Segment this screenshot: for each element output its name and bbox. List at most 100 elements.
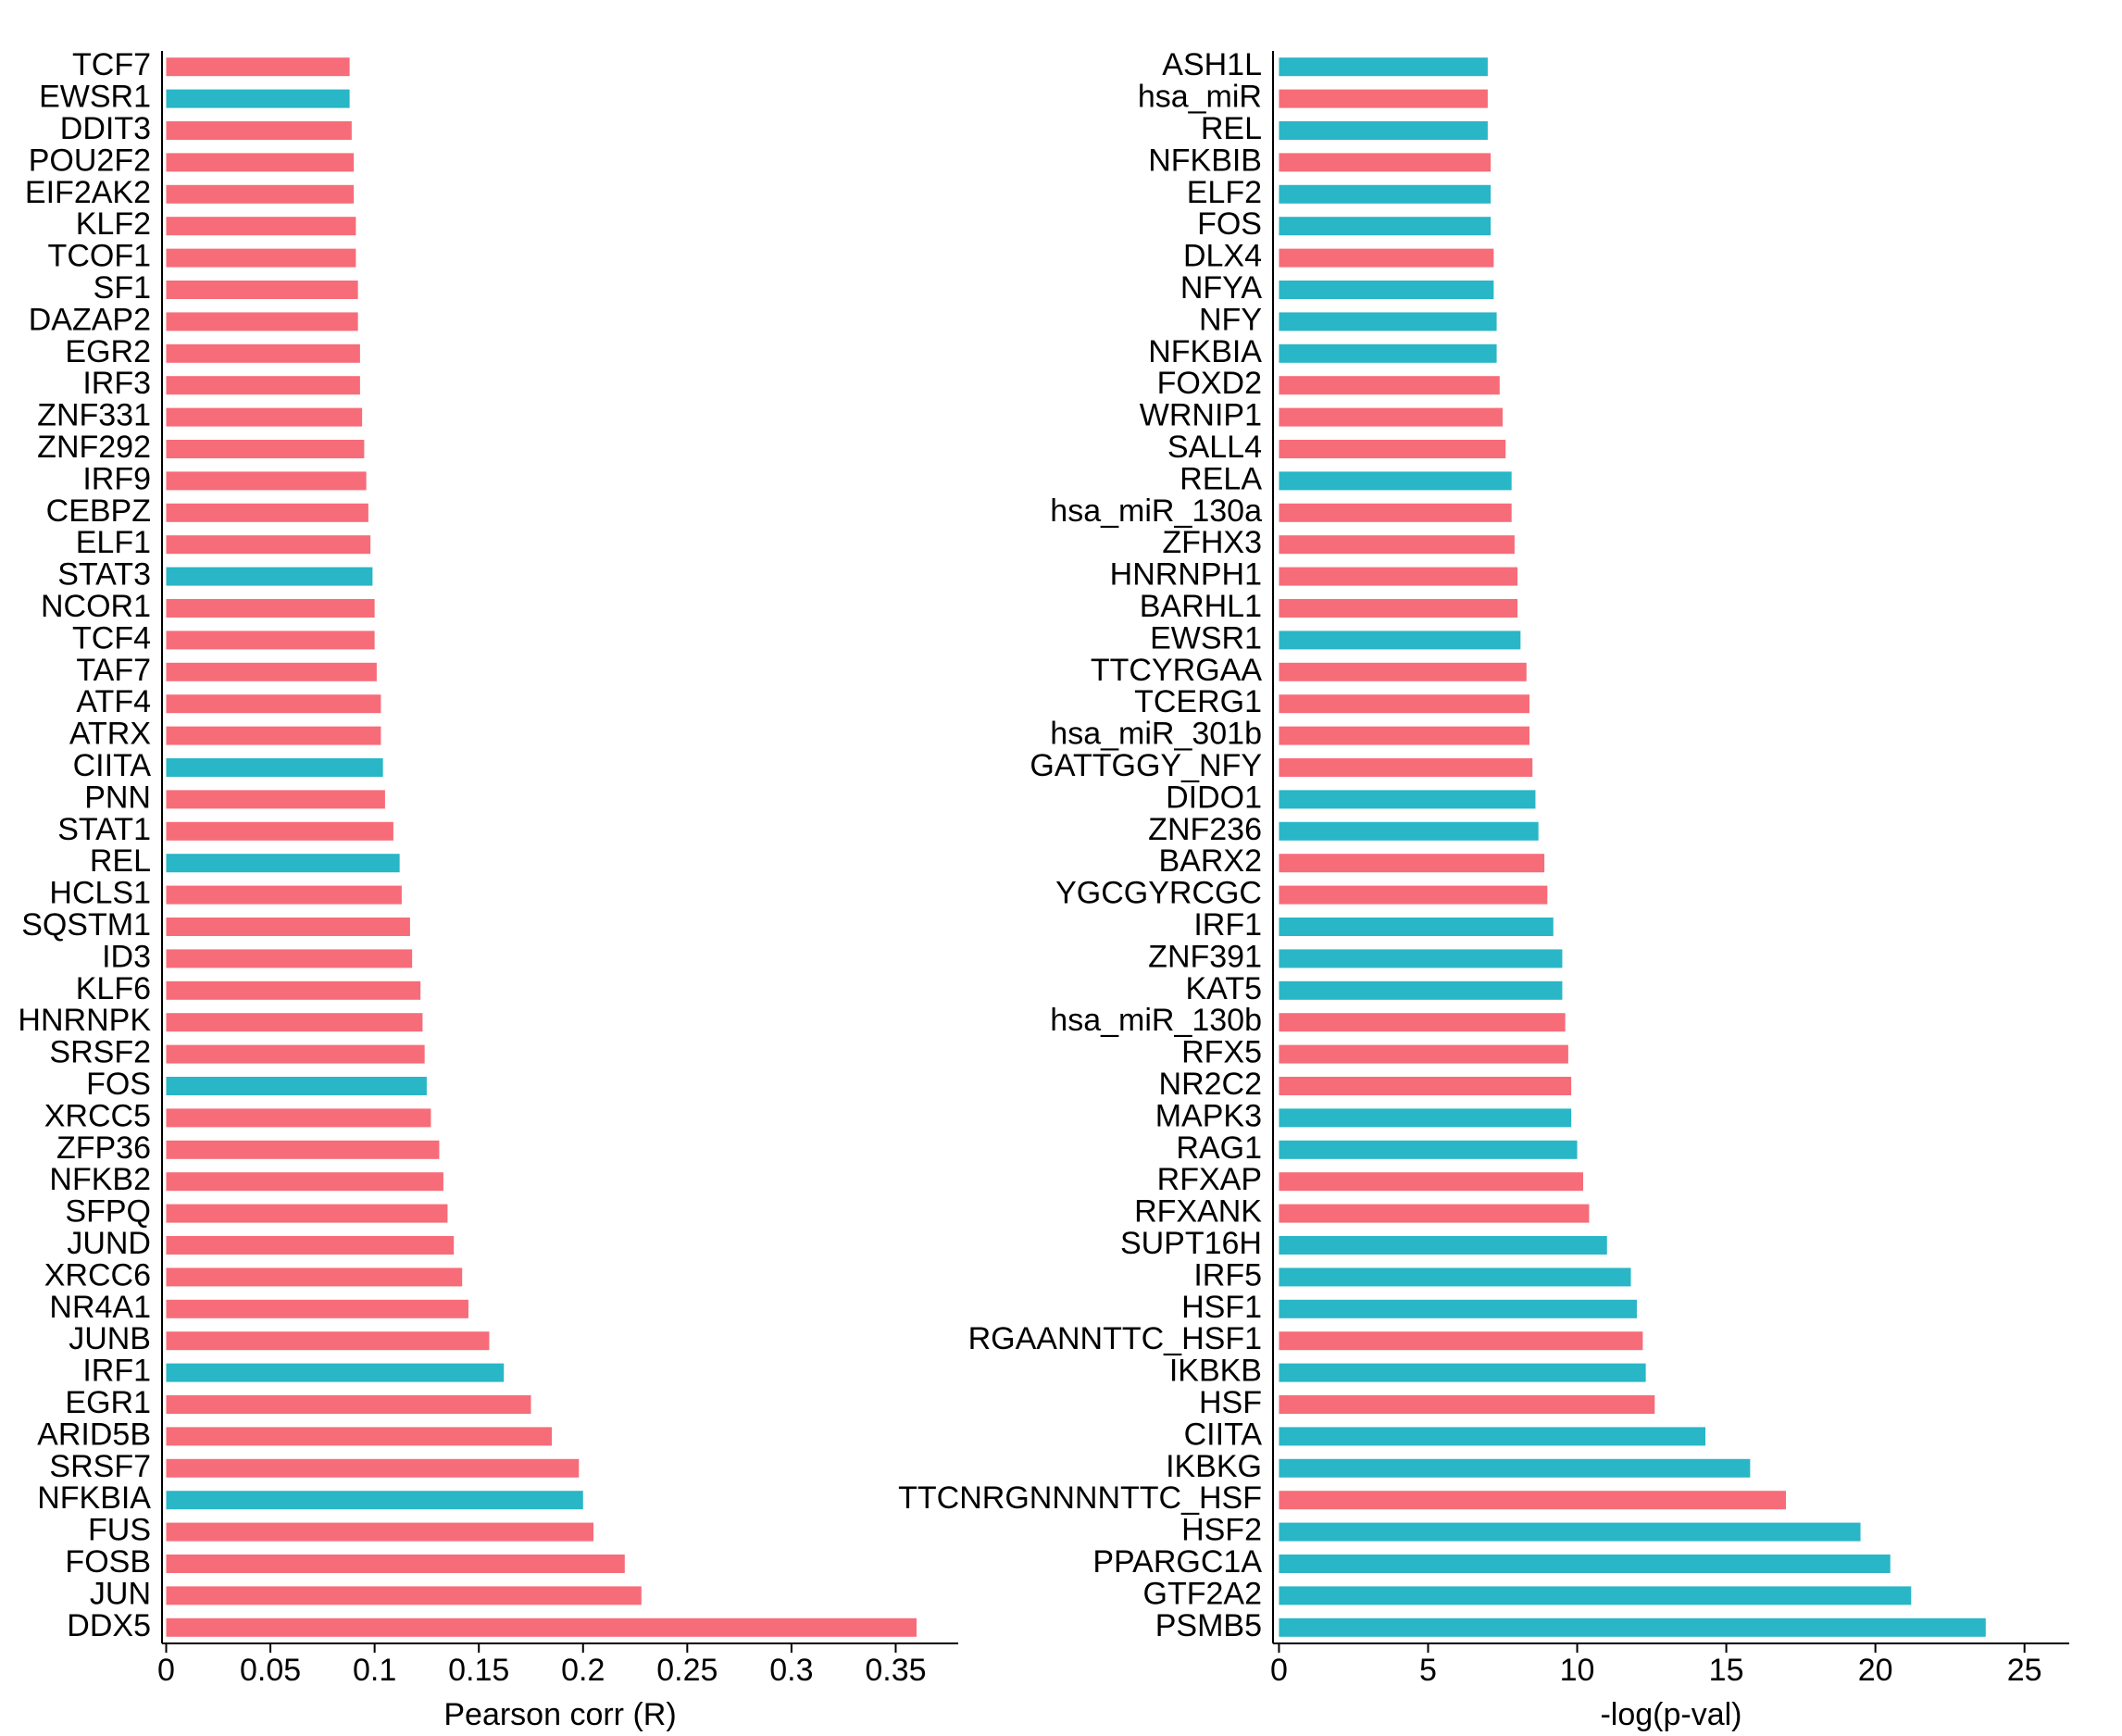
row-label: CIITA: [1184, 1417, 1263, 1452]
row-label: TCF4: [72, 620, 151, 656]
row-label: HSF: [1199, 1385, 1262, 1420]
bar: [1279, 1586, 1911, 1605]
bar: [1279, 440, 1505, 458]
row-label: IRF1: [82, 1354, 151, 1389]
bar: [1279, 249, 1493, 268]
x-tick-label: 0.05: [240, 1653, 301, 1688]
row-label: SFPQ: [65, 1194, 151, 1230]
bar: [167, 854, 400, 872]
bar: [1279, 631, 1520, 649]
bar: [1279, 408, 1503, 427]
bar: [167, 1108, 431, 1127]
row-label: WRNIP1: [1140, 398, 1262, 433]
row-label: DDIT3: [60, 111, 151, 146]
bar: [1279, 1459, 1750, 1478]
bar: [167, 1459, 580, 1478]
bar: [167, 631, 375, 649]
row-label: RFXANK: [1134, 1194, 1262, 1230]
row-label: KAT5: [1185, 971, 1262, 1006]
bar: [167, 153, 355, 171]
chart-pearson: TCF7EWSR1DDIT3POU2F2EIF2AK2KLF2TCOF1SF1D…: [18, 47, 958, 1732]
bar: [1279, 504, 1511, 522]
bar: [167, 1236, 455, 1255]
row-label: HNRNPH1: [1110, 557, 1262, 593]
bar: [1279, 1523, 1860, 1542]
row-label: hsa_miR_301b: [1050, 717, 1262, 752]
bar: [167, 694, 381, 713]
row-label: BARX2: [1159, 843, 1263, 879]
bar: [167, 1172, 443, 1191]
bar: [1279, 1013, 1565, 1031]
figure-stage: TCF7EWSR1DDIT3POU2F2EIF2AK2KLF2TCOF1SF1D…: [0, 0, 2122, 1736]
row-label: SRSF2: [49, 1035, 151, 1070]
row-label: TTCNRGNNNNTTC_HSF: [898, 1480, 1262, 1516]
row-label: HSF2: [1181, 1513, 1262, 1548]
bar: [167, 1268, 463, 1286]
row-label: GTF2A2: [1143, 1576, 1262, 1611]
bar: [1279, 1618, 1985, 1637]
bar: [1279, 918, 1553, 936]
bar: [167, 1045, 425, 1064]
bar: [167, 408, 363, 427]
bar: [1279, 121, 1487, 140]
bar: [167, 249, 356, 268]
bar: [1279, 217, 1491, 235]
bar: [1279, 1236, 1606, 1255]
bar: [1279, 1268, 1630, 1286]
bar: [167, 504, 368, 522]
row-label: ATF4: [76, 684, 151, 719]
bar: [167, 185, 355, 204]
row-label: XRCC5: [44, 1098, 151, 1133]
row-label: hsa_miR: [1138, 80, 1262, 115]
row-label: HNRNPK: [18, 1003, 151, 1038]
row-label: IRF5: [1193, 1257, 1262, 1293]
bar: [167, 1491, 583, 1509]
bar: [1279, 568, 1517, 586]
row-label: ZNF391: [1148, 939, 1262, 974]
row-label: RFXAP: [1157, 1162, 1262, 1197]
bar: [1279, 535, 1514, 554]
bar: [1279, 1364, 1645, 1382]
row-label: DLX4: [1183, 239, 1262, 274]
x-tick-label: 10: [1560, 1653, 1595, 1688]
row-label: EIF2AK2: [25, 175, 151, 210]
bar: [1279, 1331, 1642, 1350]
row-label: ZNF331: [37, 398, 151, 433]
row-label: ID3: [102, 939, 151, 974]
row-label: EGR1: [65, 1385, 151, 1420]
row-label: NFKB2: [49, 1162, 151, 1197]
bar: [1279, 949, 1562, 968]
row-label: TTCYRGAA: [1091, 653, 1262, 688]
bar: [167, 758, 383, 777]
bar: [1279, 185, 1491, 204]
row-label: NFKBIA: [37, 1480, 151, 1516]
bar: [167, 440, 365, 458]
bar: [167, 312, 358, 331]
bar: [1279, 1427, 1705, 1445]
x-tick-label: 0.2: [561, 1653, 605, 1688]
row-label: SUPT16H: [1120, 1226, 1262, 1261]
bar: [167, 1618, 917, 1637]
row-label: GATTGGY_NFY: [1030, 748, 1262, 783]
bar: [1279, 1491, 1786, 1509]
row-label: TCOF1: [48, 239, 151, 274]
row-label: RELA: [1180, 461, 1262, 496]
bar: [1279, 1555, 1890, 1573]
x-tick-label: 20: [1858, 1653, 1893, 1688]
row-label: NFKBIB: [1148, 143, 1262, 178]
x-axis-label: Pearson corr (R): [443, 1697, 676, 1732]
bar: [1279, 758, 1532, 777]
bar: [1279, 1395, 1654, 1414]
row-label: JUND: [67, 1226, 151, 1261]
chart-logpval: ASH1Lhsa_miRRELNFKBIBELF2FOSDLX4NFYANFYN…: [898, 47, 2069, 1732]
bar: [1279, 663, 1526, 681]
bar: [167, 121, 352, 140]
row-label: KLF2: [76, 206, 151, 242]
bar: [1279, 1108, 1571, 1127]
bar: [1279, 1045, 1567, 1064]
bar: [167, 663, 377, 681]
bar: [167, 1395, 531, 1414]
row-label: ZFHX3: [1162, 525, 1262, 560]
bar: [167, 1300, 468, 1318]
bar: [1279, 1205, 1589, 1223]
